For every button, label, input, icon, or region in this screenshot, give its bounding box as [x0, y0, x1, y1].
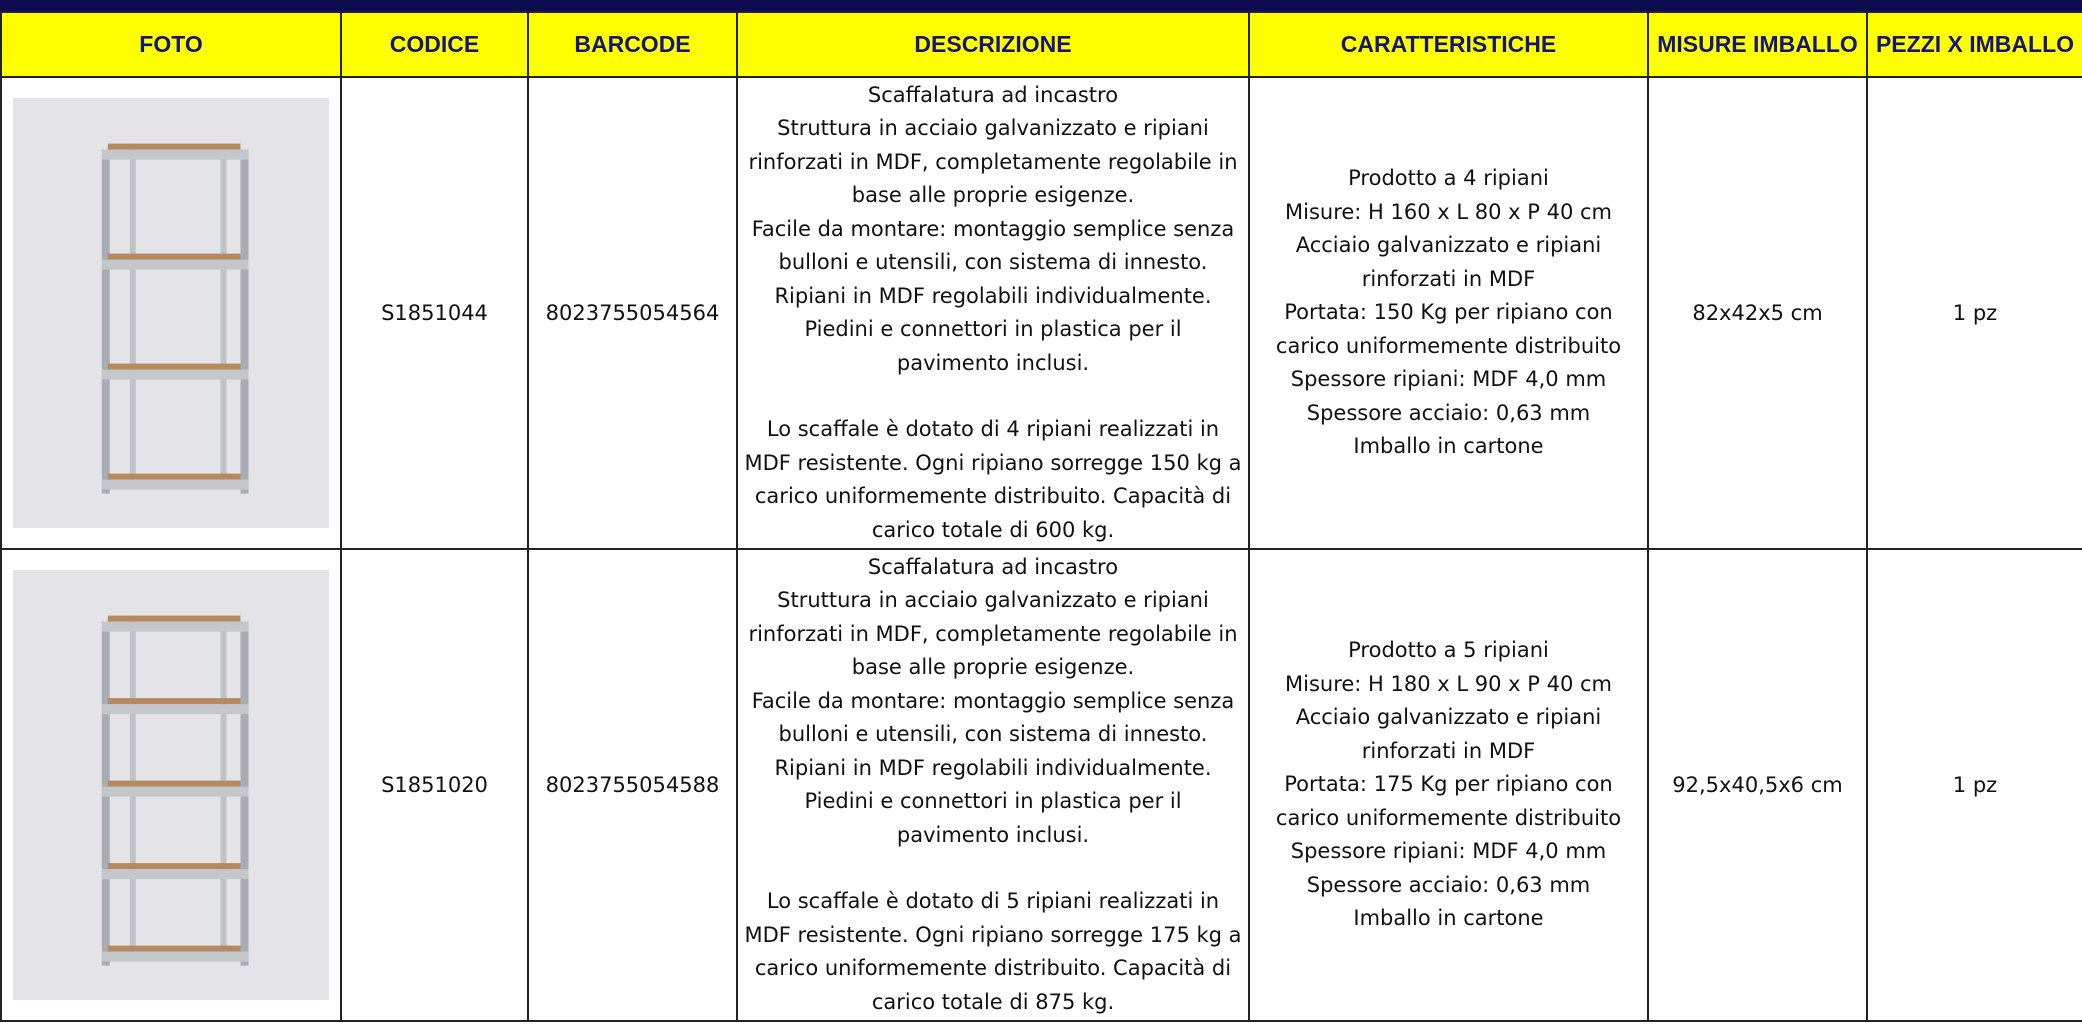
text-line: Imballo in cartone — [1353, 434, 1544, 459]
text-line: rinforzati in MDF, completamente regolab… — [748, 149, 1238, 174]
barcode-cell: 8023755054564 — [527, 76, 738, 550]
text-line: base alle proprie esigenze. — [851, 655, 1135, 680]
text-line: carico totale di 600 kg. — [871, 517, 1115, 542]
barcode-cell: 8023755054588 — [527, 548, 738, 1022]
text-line: pavimento inclusi. — [896, 350, 1090, 375]
text-line: carico totale di 875 kg. — [871, 989, 1115, 1014]
column-header: MISURE IMBALLO — [1647, 11, 1868, 78]
text-line: bulloni e utensili, con sistema di innes… — [778, 722, 1208, 747]
text-line: carico uniformemente distribuito. Capaci… — [754, 956, 1232, 981]
package-size-cell: 92,5x40,5x6 cm — [1647, 548, 1868, 1022]
photo-cell — [0, 76, 342, 550]
product-table: FOTO CODICE BARCODE DESCRIZIONE CARATTERISTI… — [0, 11, 2082, 1022]
text-line: rinforzati in MDF — [1361, 738, 1536, 763]
text-line: base alle proprie esigenze. — [851, 183, 1135, 208]
text-line: Piedini e connettori in plastica per il — [804, 317, 1182, 342]
column-header: CODICE — [340, 11, 529, 78]
text-line: Lo scaffale è dotato di 5 ripiani realiz… — [766, 889, 1220, 914]
code-cell: S1851020 — [340, 548, 529, 1022]
text-line: rinforzati in MDF, completamente regolab… — [748, 621, 1238, 646]
text-line: MDF resistente. Ogni ripiano sorregge 17… — [744, 922, 1242, 947]
column-header: BARCODE — [527, 11, 738, 78]
text-line: Ripiani in MDF regolabili individualment… — [774, 755, 1212, 780]
column-header: DESCRIZIONE — [736, 11, 1250, 78]
text-line: Imballo in cartone — [1353, 906, 1544, 931]
top-bar — [0, 0, 2082, 11]
text-line: Scaffalatura ad incastro — [867, 554, 1119, 579]
text-line: pavimento inclusi. — [896, 822, 1090, 847]
product-photo — [13, 98, 329, 528]
column-header: PEZZI X IMBALLO — [1866, 11, 2082, 78]
text-line: Struttura in acciaio galvanizzato e ripi… — [777, 588, 1209, 613]
paragraph: Scaffalatura ad incastro Struttura in acc… — [739, 79, 1247, 380]
paragraph: Lo scaffale è dotato di 5 ripiani realiz… — [739, 885, 1247, 1019]
text-line: Struttura in acciaio galvanizzato e ripi… — [777, 116, 1209, 141]
table-row: S1851044 8023755054564 Scaffalatura ad inc… — [0, 76, 2082, 550]
paragraph: Lo scaffale è dotato di 4 ripiani realiz… — [739, 413, 1247, 547]
product-photo — [13, 570, 329, 1000]
text-line: Facile da montare: montaggio semplice se… — [751, 688, 1235, 713]
text-line: Facile da montare: montaggio semplice se… — [751, 216, 1235, 241]
text-line: Piedini e connettori in plastica per il — [804, 789, 1182, 814]
text-line: Spessore ripiani: MDF 4,0 mm — [1290, 839, 1607, 864]
description-cell: Scaffalatura ad incastro Struttura in acc… — [736, 548, 1250, 1022]
description-cell: Scaffalatura ad incastro Struttura in acc… — [736, 76, 1250, 550]
features-cell: Prodotto a 4 ripiani Misure: H 160 x L 80… — [1248, 76, 1649, 550]
text-line: Prodotto a 5 ripiani — [1348, 638, 1549, 663]
text-line: Acciaio galvanizzato e ripiani — [1295, 705, 1602, 730]
text-line: Portata: 175 Kg per ripiano con — [1284, 772, 1613, 797]
paragraph: Scaffalatura ad incastro Struttura in acc… — [739, 551, 1247, 852]
text-line: Misure: H 180 x L 90 x P 40 cm — [1285, 671, 1612, 696]
header-row: FOTO CODICE BARCODE DESCRIZIONE CARATTERISTI… — [0, 11, 2082, 78]
text-line: carico uniformemente distribuito — [1275, 805, 1622, 830]
features-cell: Prodotto a 5 ripiani Misure: H 180 x L 90… — [1248, 548, 1649, 1022]
table-row: S1851020 8023755054588 Scaffalatura ad inc… — [0, 548, 2082, 1022]
text-line: MDF resistente. Ogni ripiano sorregge 15… — [744, 450, 1242, 475]
column-header: FOTO — [0, 11, 342, 78]
pieces-cell: 1 pz — [1866, 76, 2082, 550]
text-line: rinforzati in MDF — [1361, 266, 1536, 291]
text-line: carico uniformemente distribuito. Capaci… — [754, 484, 1232, 509]
text-line: Spessore ripiani: MDF 4,0 mm — [1290, 367, 1607, 392]
text-line: Misure: H 160 x L 80 x P 40 cm — [1285, 199, 1612, 224]
pieces-cell: 1 pz — [1866, 548, 2082, 1022]
photo-cell — [0, 548, 342, 1022]
text-line: Acciaio galvanizzato e ripiani — [1295, 233, 1602, 258]
text-line: carico uniformemente distribuito — [1275, 333, 1622, 358]
text-line: Spessore acciaio: 0,63 mm — [1306, 872, 1591, 897]
text-line: Ripiani in MDF regolabili individualment… — [774, 283, 1212, 308]
text-line: bulloni e utensili, con sistema di innes… — [778, 250, 1208, 275]
package-size-cell: 82x42x5 cm — [1647, 76, 1868, 550]
text-line: Spessore acciaio: 0,63 mm — [1306, 400, 1591, 425]
text-line: Prodotto a 4 ripiani — [1348, 166, 1549, 191]
text-line: Lo scaffale è dotato di 4 ripiani realiz… — [766, 417, 1220, 442]
table-body: S1851044 8023755054564 Scaffalatura ad inc… — [0, 76, 2082, 1022]
column-header: CARATTERISTICHE — [1248, 11, 1649, 78]
text-line: Portata: 150 Kg per ripiano con — [1284, 300, 1613, 325]
text-line: Scaffalatura ad incastro — [867, 82, 1119, 107]
code-cell: S1851044 — [340, 76, 529, 550]
